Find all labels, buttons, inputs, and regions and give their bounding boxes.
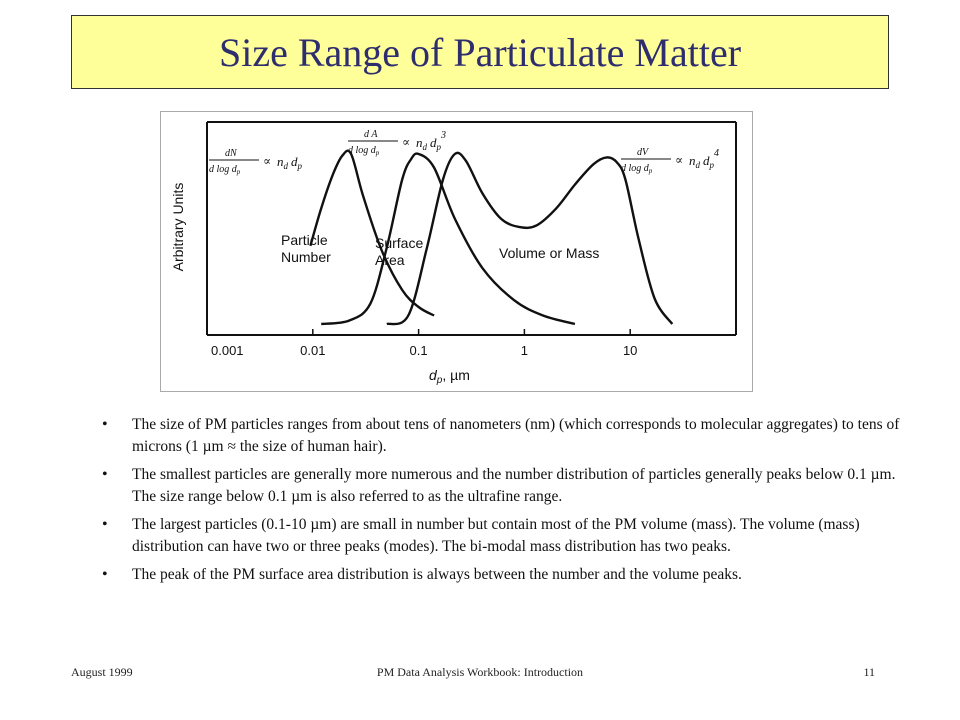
- curves: [309, 149, 674, 326]
- formula-rhs: nd dp: [277, 154, 303, 171]
- particle-number-label: Particle: [281, 232, 328, 248]
- rhs-d-sub: p: [436, 142, 442, 152]
- formula-rhs: nd dp3: [416, 130, 446, 152]
- formula-denominator: d log dp: [621, 163, 653, 175]
- surface-area-curve: [321, 152, 576, 326]
- footer-page-number: 11: [863, 665, 875, 679]
- size-distribution-figure: Arbitrary Units 0.001 0.01 0.1 1 10 Particle…: [160, 111, 753, 392]
- footer-title: PM Data Analysis Workbook: Introduction: [376, 665, 584, 679]
- rhs-d-sub: p: [709, 160, 715, 170]
- surface-formula: d Ad log dp∝ nd dp3: [348, 129, 446, 157]
- surface-area-label: Surface: [375, 235, 423, 251]
- formula-den-sub: p: [375, 149, 380, 157]
- rhs-power: 3: [440, 130, 446, 141]
- rhs-d: d: [430, 135, 437, 150]
- x-tick-label: 10: [623, 343, 637, 358]
- proportional-symbol: ∝: [402, 135, 410, 149]
- formula-numerator: dV: [637, 147, 650, 158]
- rhs-n: n: [689, 153, 696, 168]
- formula-denominator: d log dp: [348, 145, 380, 157]
- surface-area-label: Area: [375, 252, 405, 268]
- volume-formula: dVd log dp∝ nd dp4: [621, 147, 719, 175]
- formula-rhs: nd dp4: [689, 148, 719, 170]
- rhs-n: n: [416, 135, 423, 150]
- number-formula: dNd log dp∝ nd dp: [209, 148, 303, 176]
- formula-den-sub: p: [648, 167, 653, 175]
- formula-den-text: d log d: [209, 164, 238, 175]
- title-box: Size Range of Particulate Matter: [71, 15, 889, 89]
- rhs-n: n: [277, 154, 284, 169]
- x-axis-unit: , µm: [442, 367, 470, 383]
- rhs-n-sub: d: [423, 142, 428, 152]
- rhs-d: d: [291, 154, 298, 169]
- x-tick-label: 0.01: [300, 343, 325, 358]
- x-tick-label: 0.001: [211, 343, 244, 358]
- rhs-n-sub: d: [284, 161, 289, 171]
- x-axis-symbol: d: [429, 367, 438, 383]
- axes: [206, 121, 737, 336]
- rhs-power: 4: [714, 148, 719, 159]
- x-tick-label: 1: [521, 343, 528, 358]
- x-tick-label: 0.1: [410, 343, 428, 358]
- bullet-item: The size of PM particles ranges from abo…: [100, 414, 900, 458]
- formula-den-text: d log d: [621, 163, 650, 174]
- formula-numerator: d A: [364, 129, 378, 140]
- rhs-d: d: [703, 153, 710, 168]
- formula-denominator: d log dp: [209, 164, 241, 176]
- bullet-item: The largest particles (0.1-10 µm) are sm…: [100, 514, 900, 558]
- bullet-list: The size of PM particles ranges from abo…: [100, 414, 900, 592]
- formula-den-text: d log d: [348, 145, 377, 156]
- bullet-item: The peak of the PM surface area distribu…: [100, 564, 900, 586]
- volume-mass-curve: [386, 151, 674, 326]
- bullet-item: The smallest particles are generally mor…: [100, 464, 900, 508]
- footer-date: August 1999: [71, 665, 133, 679]
- particle-number-curve: [309, 149, 435, 317]
- formula-numerator: dN: [225, 148, 238, 159]
- slide-title: Size Range of Particulate Matter: [218, 29, 742, 75]
- y-axis-label: Arbitrary Units: [170, 183, 186, 272]
- proportional-symbol: ∝: [675, 153, 683, 167]
- proportional-symbol: ∝: [263, 154, 271, 168]
- rhs-n-sub: d: [696, 160, 701, 170]
- formula-den-sub: p: [236, 168, 241, 176]
- x-ticks: 0.001 0.01 0.1 1 10: [206, 329, 637, 358]
- particle-number-label: Number: [281, 249, 331, 265]
- x-axis-label: dp, µm: [429, 367, 470, 386]
- x-axis-subscript: p: [436, 375, 443, 386]
- volume-mass-label: Volume or Mass: [499, 245, 599, 261]
- rhs-d-sub: p: [297, 161, 303, 171]
- size-distribution-chart: Arbitrary Units 0.001 0.01 0.1 1 10 Particle…: [170, 121, 737, 386]
